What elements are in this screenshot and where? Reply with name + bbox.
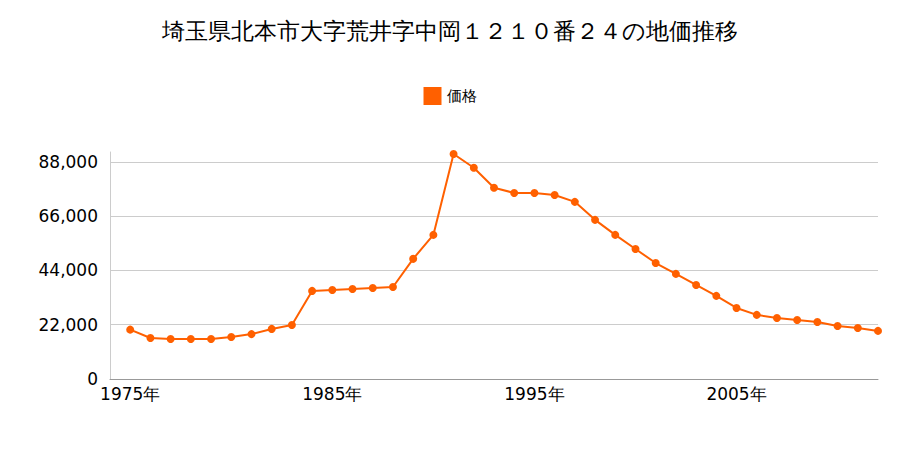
svg-text:88,000: 88,000 — [39, 152, 98, 172]
svg-text:44,000: 44,000 — [39, 260, 98, 280]
svg-text:66,000: 66,000 — [39, 206, 98, 226]
svg-text:埼玉県北本市大字荒井字中岡１２１０番２４の地価推移: 埼玉県北本市大字荒井字中岡１２１０番２４の地価推移 — [161, 18, 738, 44]
svg-text:2005年: 2005年 — [706, 384, 766, 404]
svg-text:0: 0 — [87, 369, 98, 389]
svg-text:1995年: 1995年 — [504, 384, 564, 404]
svg-text:1985年: 1985年 — [302, 384, 362, 404]
svg-text:22,000: 22,000 — [39, 315, 98, 335]
svg-text:1975年: 1975年 — [100, 384, 160, 404]
svg-text:価格: 価格 — [447, 87, 477, 105]
